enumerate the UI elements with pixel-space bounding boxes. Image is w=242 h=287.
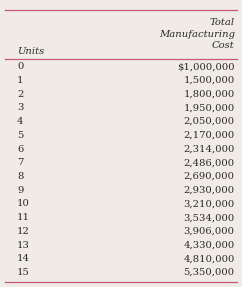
Text: 4: 4: [17, 117, 23, 126]
Text: 6: 6: [17, 145, 23, 154]
Text: Total
Manufacturing
Cost: Total Manufacturing Cost: [159, 18, 235, 51]
Text: 2,486,000: 2,486,000: [184, 158, 235, 167]
Text: 3: 3: [17, 103, 23, 112]
Text: 1,800,000: 1,800,000: [183, 90, 235, 98]
Text: 2: 2: [17, 90, 23, 98]
Text: 14: 14: [17, 255, 30, 263]
Text: Units: Units: [17, 47, 44, 56]
Text: 0: 0: [17, 62, 23, 71]
Text: 15: 15: [17, 268, 30, 277]
Text: 3,906,000: 3,906,000: [184, 227, 235, 236]
Text: 2,314,000: 2,314,000: [183, 145, 235, 154]
Text: 12: 12: [17, 227, 30, 236]
Text: 7: 7: [17, 158, 23, 167]
Text: 4,330,000: 4,330,000: [183, 241, 235, 250]
Text: 10: 10: [17, 199, 30, 208]
Text: 13: 13: [17, 241, 30, 250]
Text: 3,534,000: 3,534,000: [183, 213, 235, 222]
Text: 5: 5: [17, 131, 23, 140]
Text: 2,170,000: 2,170,000: [183, 131, 235, 140]
Text: 1,950,000: 1,950,000: [183, 103, 235, 112]
Text: 2,930,000: 2,930,000: [184, 186, 235, 195]
Text: 5,350,000: 5,350,000: [184, 268, 235, 277]
Text: 9: 9: [17, 186, 23, 195]
Text: 2,050,000: 2,050,000: [184, 117, 235, 126]
Text: 1: 1: [17, 76, 23, 85]
Text: 1,500,000: 1,500,000: [183, 76, 235, 85]
Text: 4,810,000: 4,810,000: [183, 255, 235, 263]
Text: $1,000,000: $1,000,000: [177, 62, 235, 71]
Text: 2,690,000: 2,690,000: [184, 172, 235, 181]
Text: 8: 8: [17, 172, 23, 181]
Text: 3,210,000: 3,210,000: [183, 199, 235, 208]
Text: 11: 11: [17, 213, 30, 222]
